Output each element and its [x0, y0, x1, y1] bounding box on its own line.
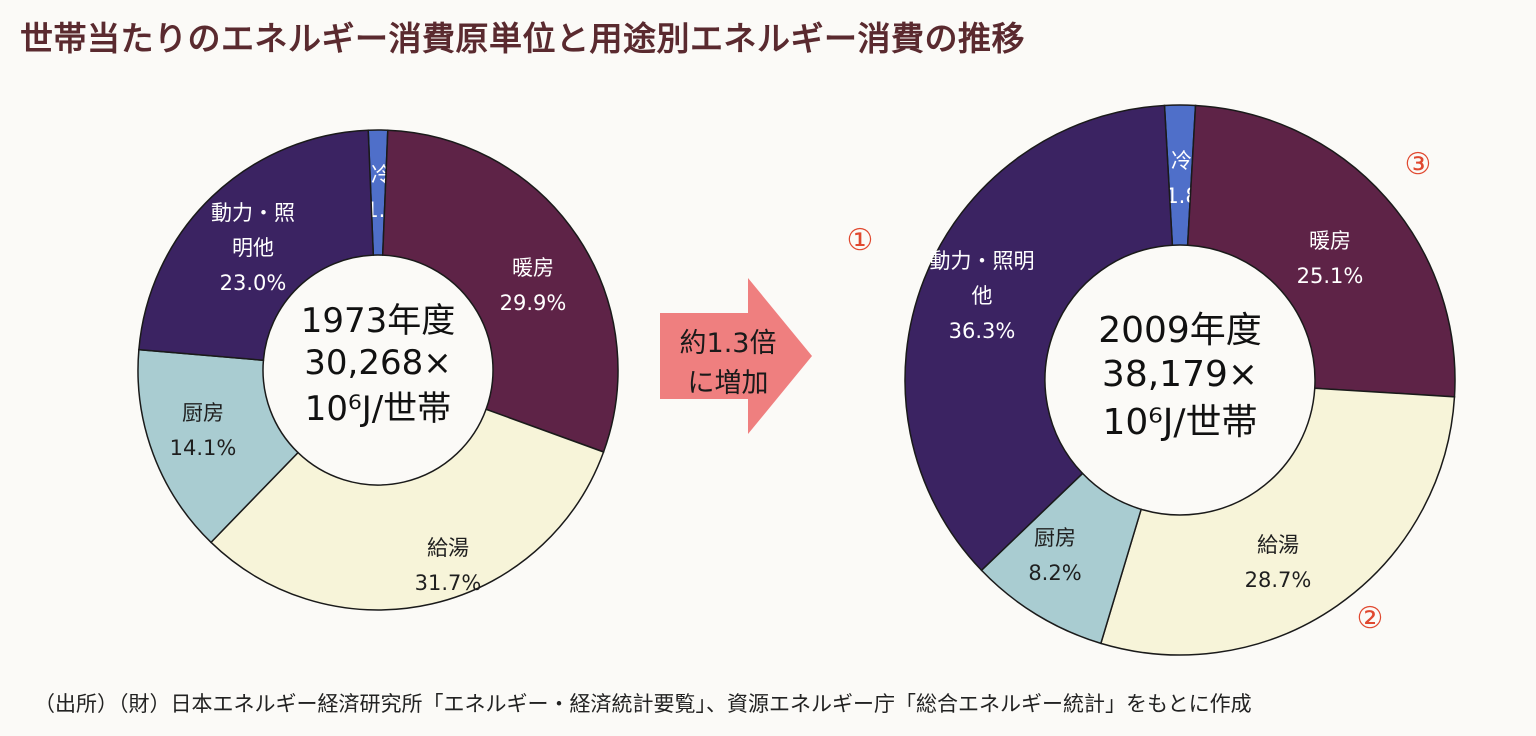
slice-value-heating: 29.9%: [500, 291, 567, 315]
slice-value-power: 23.0%: [220, 271, 287, 295]
slice-hotwater: [1099, 387, 1456, 656]
slice-name-power: 他: [972, 284, 993, 308]
arrow-text-2: に増加: [688, 368, 769, 399]
slice-name-power: 明他: [232, 236, 274, 260]
slice-value-hotwater: 31.7%: [415, 571, 482, 595]
slice-label-hotwater: 給湯 28.7%: [1245, 533, 1312, 592]
center-text-1: 2009年度: [1098, 310, 1262, 351]
marker-hotwater: ②: [1357, 601, 1384, 636]
slice-value-hotwater: 28.7%: [1245, 568, 1312, 592]
source-note: （出所）（財）日本エネルギー経済研究所「エネルギー・経済統計要覧」、資源エネルギ…: [34, 692, 1252, 716]
slice-label-kitchen: 厨房 8.2%: [1028, 526, 1081, 585]
slice-name-kitchen: 厨房: [182, 401, 224, 425]
donut-chart-1: 冷房1.3%暖房29.9%給湯31.7%厨房14.1%動力・照明他23.0%19…: [137, 129, 619, 611]
slice-label-heating: 暖房 25.1%: [1297, 229, 1364, 288]
slice-power: [138, 129, 375, 362]
slice-value-kitchen: 8.2%: [1028, 561, 1081, 585]
slice-name-heating: 暖房: [1309, 229, 1351, 253]
slice-label-kitchen: 厨房 14.1%: [170, 401, 237, 460]
slice-heating: [381, 129, 619, 453]
center-text-2: 38,179×: [1102, 354, 1258, 395]
slice-value-heating: 25.1%: [1297, 264, 1364, 288]
slice-label-power: 動力・照明他 23.0%: [211, 201, 295, 295]
center-text-3: 10⁶J/世帯: [305, 389, 451, 429]
marker-heating: ③: [1405, 147, 1432, 182]
slice-label-heating: 暖房 29.9%: [500, 256, 567, 315]
chart-title: 世帯当たりのエネルギー消費原単位と用途別エネルギー消費の推移: [20, 19, 1025, 58]
slice-name-power: 動力・照: [211, 201, 295, 225]
slice-name-hotwater: 給湯: [427, 536, 469, 560]
slice-hotwater: [209, 408, 605, 611]
slice-name-hotwater: 給湯: [1257, 533, 1299, 557]
marker-power: ①: [847, 223, 874, 258]
slice-label-hotwater: 給湯 31.7%: [415, 536, 482, 595]
slice-value-power: 36.3%: [949, 319, 1016, 343]
slice-name-power: 動力・照明: [930, 249, 1035, 273]
slice-kitchen: [137, 348, 300, 544]
slice-name-heating: 暖房: [512, 256, 554, 280]
slice-name-kitchen: 厨房: [1034, 526, 1076, 550]
slice-power: [904, 104, 1174, 572]
slice-value-kitchen: 14.1%: [170, 436, 237, 460]
arrow-text-1: 約1.3倍: [680, 328, 777, 359]
slice-heating: [1186, 104, 1456, 398]
slice-label-power: 動力・照明他 36.3%: [930, 249, 1035, 343]
center-text-3: 10⁶J/世帯: [1103, 402, 1258, 443]
arrow-shape: [660, 278, 812, 434]
center-text-1: 1973年度: [301, 301, 456, 341]
donut-chart-2: 冷房1.8%暖房25.1%給湯28.7%厨房8.2%動力・照明他36.3%200…: [847, 104, 1456, 656]
center-text-2: 30,268×: [304, 343, 451, 383]
